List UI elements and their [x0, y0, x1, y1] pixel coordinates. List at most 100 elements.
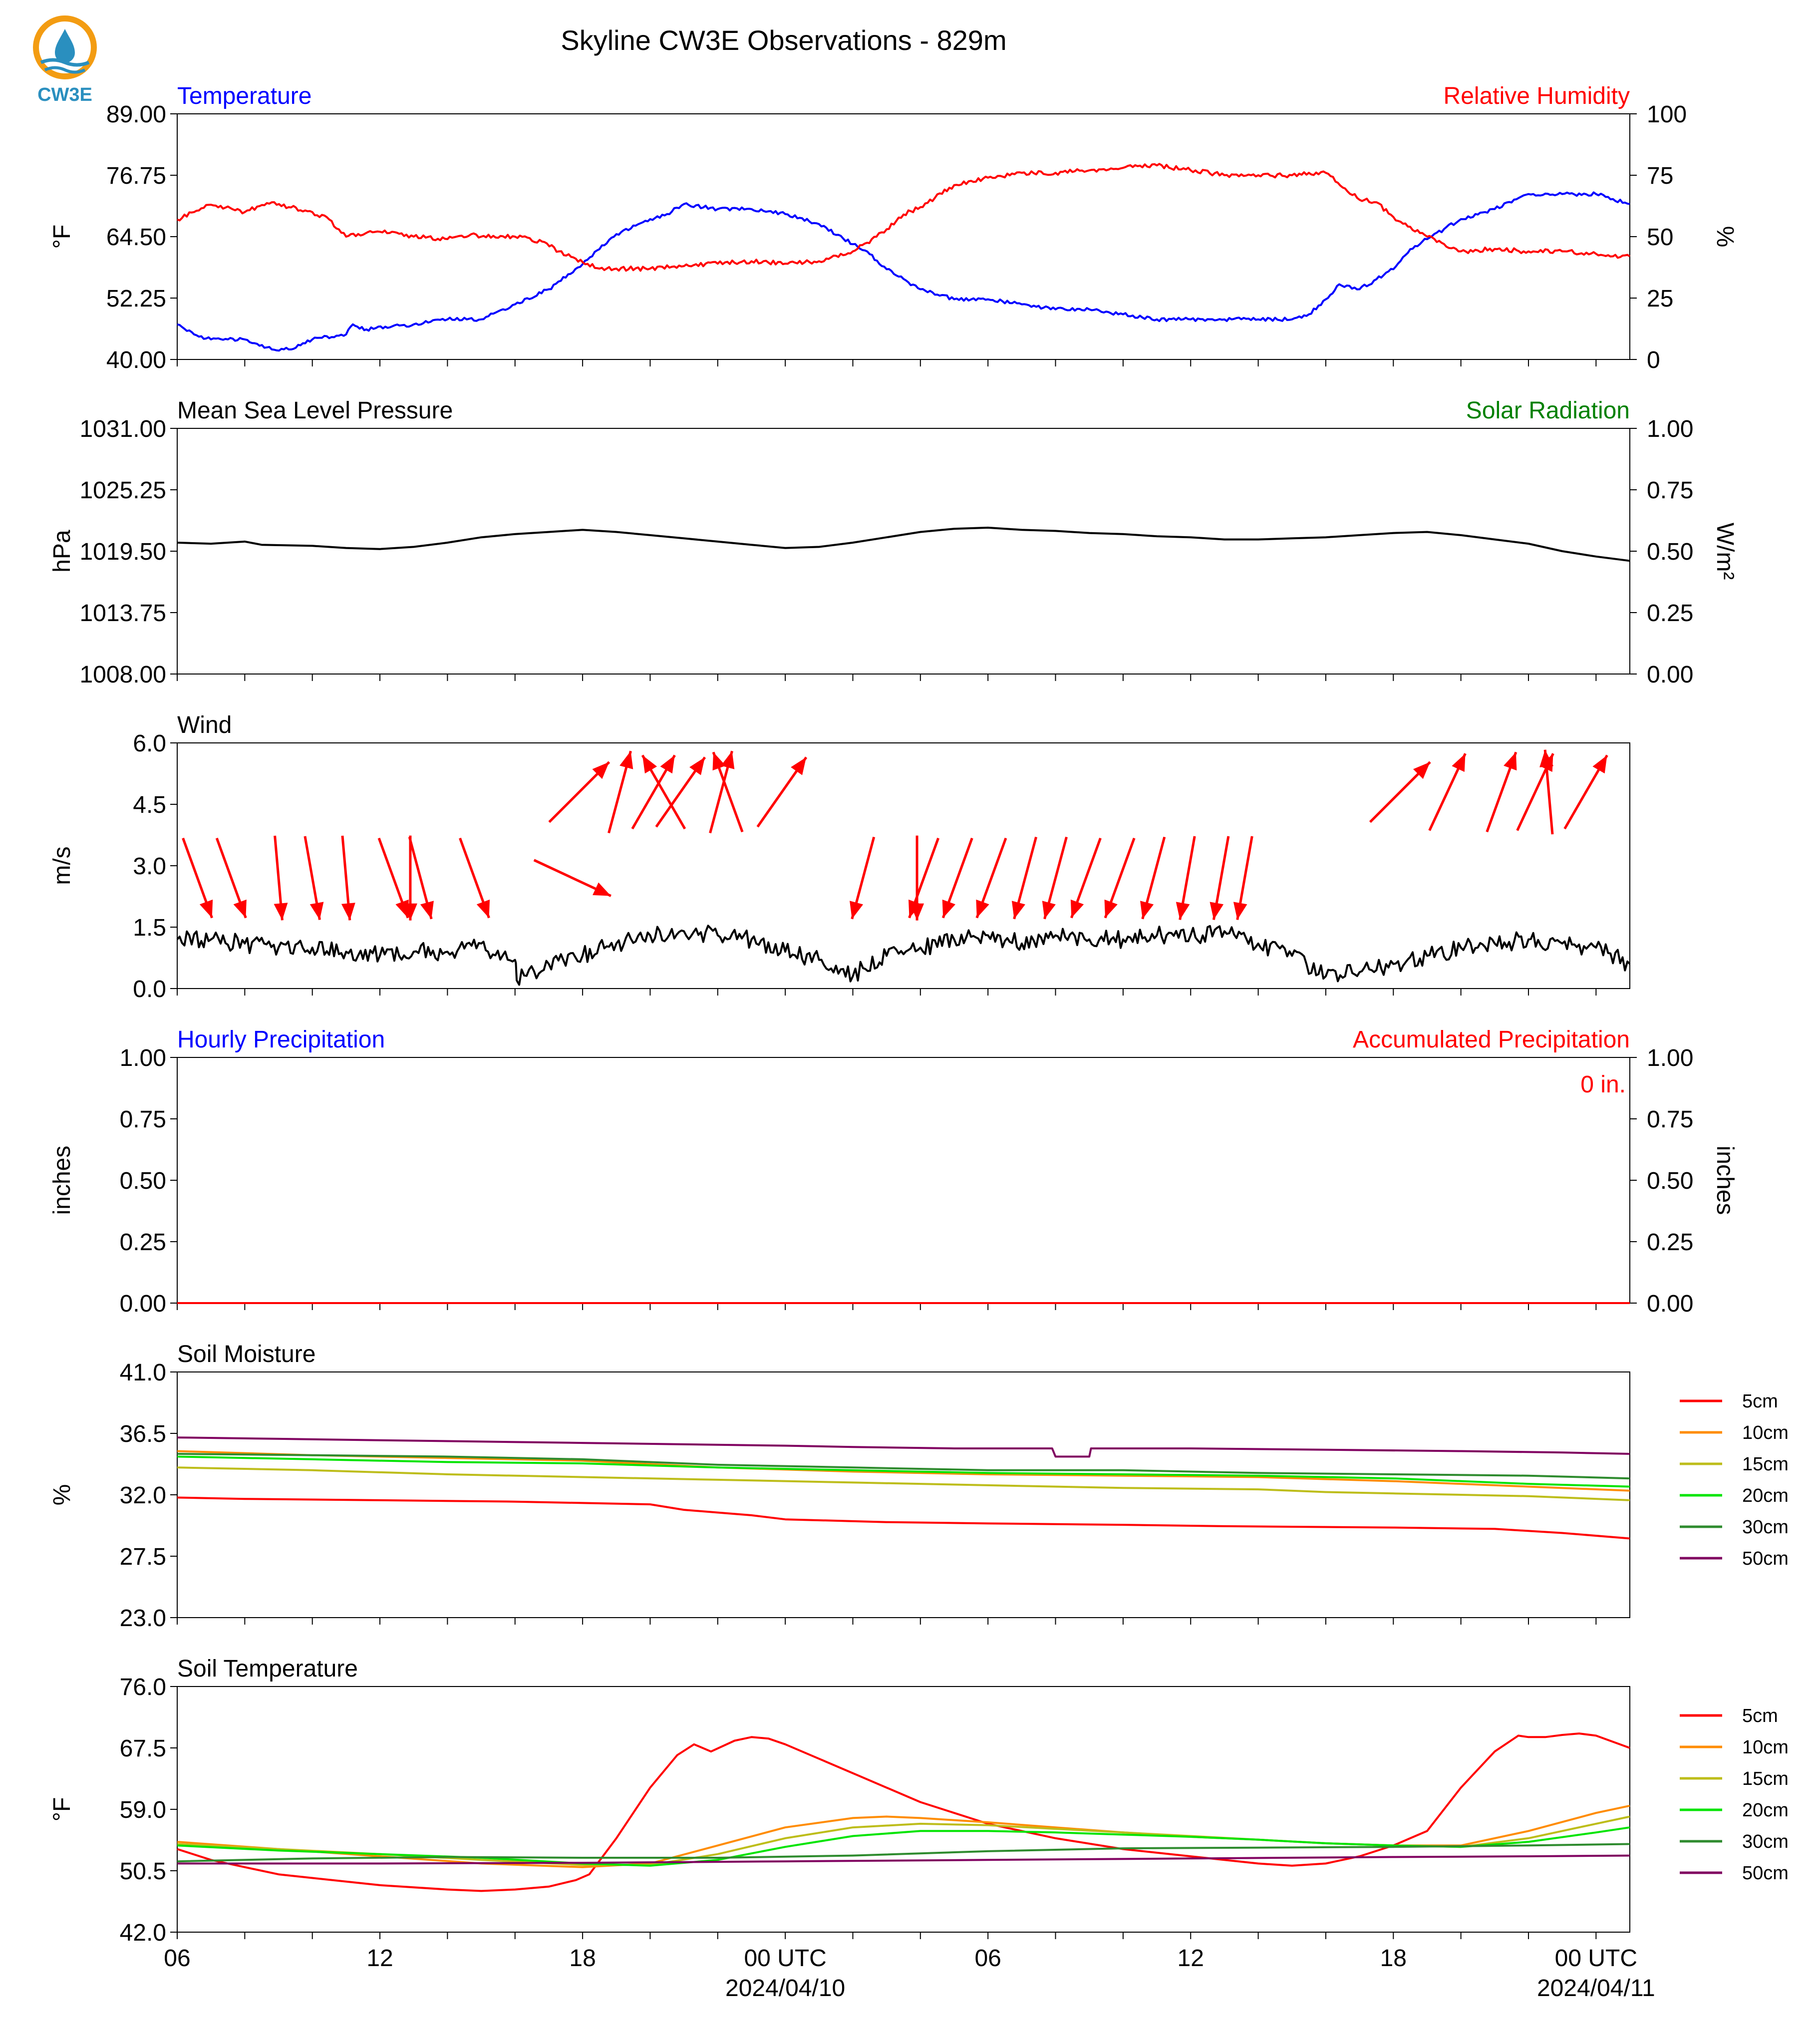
- wind-arrow: [975, 837, 1007, 919]
- y-tick-label: 32.0: [120, 1482, 166, 1509]
- wind-arrow: [1176, 836, 1196, 920]
- series-line-soil_30cm: [177, 1453, 1630, 1480]
- panel-soil_moisture: Soil Moisture 23.0 27.5 32.0 36.5 41.0% 5cm 10c…: [49, 1341, 1789, 1632]
- y2-tick-label: 0.00: [1647, 1291, 1693, 1317]
- wind-arrow-head: [660, 755, 675, 774]
- y-tick-label: 0.75: [120, 1106, 166, 1133]
- panel-title-left: Soil Temperature: [177, 1656, 358, 1682]
- wind-arrow: [303, 836, 324, 920]
- wind-arrow-head: [1070, 899, 1084, 918]
- panel-wind: Wind 0.0 1.5 3.0 4.5 6.0 m/s: [49, 712, 1631, 1003]
- wind-arrow-head: [642, 755, 657, 774]
- y2-tick-label: 0: [1647, 347, 1660, 373]
- wind-arrow-head: [309, 902, 324, 920]
- panel-title-left: Temperature: [177, 83, 311, 109]
- wind-arrow-head: [1011, 901, 1025, 919]
- wind-arrow: [712, 751, 744, 833]
- wind-arrow: [641, 754, 686, 830]
- panels: Temperature Relative Humidity 40.00 52.25 64…: [49, 83, 1789, 2002]
- wind-arrow: [1070, 837, 1102, 919]
- series-line-temperature: [177, 191, 1630, 352]
- x-date-label: 2024/04/11: [1537, 1975, 1655, 2002]
- legend-label: 50cm: [1742, 1548, 1789, 1569]
- accum-annotation: 0 in.: [1580, 1071, 1626, 1098]
- wind-arrow: [1042, 836, 1068, 920]
- y2-tick-label: 25: [1647, 286, 1673, 312]
- x-tick-label: 00 UTC: [1555, 1945, 1637, 1972]
- wind-arrow: [655, 756, 706, 828]
- wind-arrow-head: [593, 882, 611, 896]
- y-tick-label: 42.0: [120, 1920, 166, 1946]
- wind-arrow-head: [909, 899, 922, 918]
- wind-arrow-head: [689, 757, 705, 775]
- series-line-soil_50cm: [177, 1436, 1630, 1458]
- y-tick-label: 1031.00: [79, 416, 166, 442]
- wind-arrow-head: [1104, 899, 1118, 918]
- wind-arrow-head: [199, 899, 213, 918]
- y-axis-label: °F: [49, 225, 75, 249]
- x-tick-label: 12: [1178, 1945, 1204, 1972]
- wind-arrow: [459, 837, 490, 919]
- wind-arrow: [182, 837, 214, 919]
- logo-mark-icon: CW3E: [33, 15, 97, 105]
- legend-label: 20cm: [1742, 1800, 1789, 1821]
- chart-title: Skyline CW3E Observations - 829m: [561, 24, 1006, 56]
- y2-tick-label: 0.75: [1647, 477, 1693, 504]
- series-line-soil_20cm: [177, 1455, 1630, 1488]
- series-line-soil_15cm: [177, 1466, 1630, 1501]
- y2-tick-label: 0.25: [1647, 1229, 1693, 1256]
- wind-arrow-head: [403, 903, 417, 921]
- y-tick-label: 0.25: [120, 1229, 166, 1256]
- panel-title-left: Soil Moisture: [177, 1341, 315, 1367]
- wind-arrow: [850, 836, 876, 920]
- x-tick-label: 18: [569, 1945, 596, 1972]
- y-tick-label: 36.5: [120, 1421, 166, 1447]
- y-axis-label: °F: [49, 1797, 75, 1822]
- wind-arrow: [1563, 754, 1608, 830]
- plot-frame: [177, 1686, 1630, 1933]
- y-tick-label: 27.5: [120, 1544, 166, 1570]
- wind-arrow-head: [791, 757, 807, 775]
- wind-arrow: [607, 750, 633, 834]
- y-tick-label: 1008.00: [79, 662, 166, 688]
- y-tick-label: 1013.75: [79, 600, 166, 627]
- y-tick-label: 1019.50: [79, 539, 166, 565]
- wind-arrow-head: [1413, 762, 1430, 779]
- wind-arrow: [548, 761, 610, 823]
- wind-arrow-head: [274, 903, 288, 921]
- y-tick-label: 50.5: [120, 1858, 166, 1885]
- logo-text: CW3E: [37, 84, 92, 105]
- legend-label: 5cm: [1742, 1705, 1778, 1726]
- y-tick-label: 4.5: [133, 792, 166, 818]
- panel-title-right: Accumulated Precipitation: [1353, 1026, 1630, 1053]
- wind-arrow: [274, 835, 288, 921]
- plot-frame: [177, 1057, 1630, 1304]
- wind-arrow: [341, 835, 355, 921]
- y2-axis-label: inches: [1712, 1146, 1738, 1215]
- series-line-soil_5cm: [177, 1496, 1630, 1540]
- y2-tick-label: 0.25: [1647, 600, 1693, 627]
- plot-frame: [177, 428, 1630, 675]
- y-tick-label: 0.0: [133, 976, 166, 1003]
- y-axis-label: hPa: [49, 530, 75, 573]
- wind-arrow: [1140, 836, 1166, 920]
- y-tick-label: 1025.25: [79, 477, 166, 504]
- panel-temperature_rh: Temperature Relative Humidity 40.00 52.25 64…: [49, 83, 1738, 373]
- wind-arrow-head: [1539, 749, 1554, 767]
- panel-title-right: Solar Radiation: [1466, 397, 1630, 424]
- y2-axis-label: W/m²: [1712, 523, 1738, 580]
- panel-title-left: Wind: [177, 712, 232, 738]
- plot-frame: [177, 113, 1630, 360]
- series-line-soil_50cm: [177, 1854, 1630, 1865]
- x-tick-label: 00 UTC: [744, 1945, 826, 1972]
- panel-title-left: Mean Sea Level Pressure: [177, 397, 453, 424]
- y-tick-label: 0.50: [120, 1168, 166, 1194]
- y-axis-label: %: [49, 1484, 75, 1506]
- wind-arrow-head: [850, 901, 864, 919]
- y2-tick-label: 50: [1647, 224, 1673, 251]
- wind-arrow: [631, 754, 676, 830]
- wind-arrow: [408, 836, 434, 920]
- wind-arrow-head: [942, 899, 955, 918]
- series-line-soil_5cm: [177, 1732, 1630, 1892]
- y2-axis-label: %: [1712, 226, 1738, 248]
